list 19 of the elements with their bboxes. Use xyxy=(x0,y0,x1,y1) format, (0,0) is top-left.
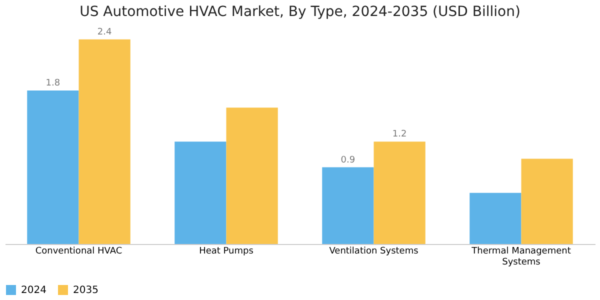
x-tick-label: Conventional HVAC xyxy=(35,246,122,256)
x-tick-label: Thermal Management Systems xyxy=(470,246,572,268)
bar xyxy=(226,108,278,244)
data-label: 2.4 xyxy=(97,27,112,38)
chart-title: US Automotive HVAC Market, By Type, 2024-2035 (USD Billion) xyxy=(80,4,520,20)
data-label: 1.8 xyxy=(46,78,60,89)
bar xyxy=(27,90,79,244)
bar xyxy=(78,39,130,244)
bar xyxy=(521,158,573,244)
data-label: 1.2 xyxy=(392,130,407,140)
bar xyxy=(174,142,226,244)
x-tick-label: Ventilation Systems xyxy=(329,246,419,256)
x-tick-label: Heat Pumps xyxy=(199,246,254,256)
bar xyxy=(374,142,426,244)
legend-label: 2035 xyxy=(73,285,98,296)
bar xyxy=(470,192,522,244)
data-label: 0.9 xyxy=(340,155,356,166)
bar xyxy=(322,167,374,244)
legend-label: 2024 xyxy=(21,285,46,296)
